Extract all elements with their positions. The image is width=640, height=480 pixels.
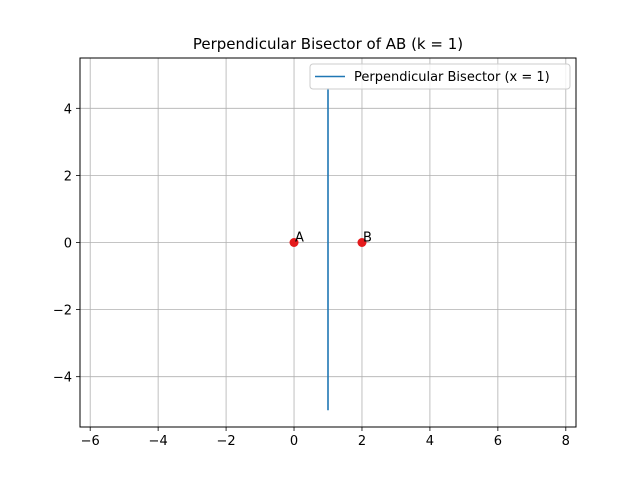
x-tick-label: 6: [494, 434, 502, 449]
x-tick-label: 8: [562, 434, 570, 449]
x-tick-label: 2: [358, 434, 366, 449]
legend: Perpendicular Bisector (x = 1): [309, 63, 571, 90]
point-label-a: A: [295, 231, 304, 246]
x-tick-label: −6: [81, 434, 100, 449]
y-axis-ticks: −4 −2 0 2 4: [53, 102, 80, 386]
legend-box: [309, 63, 571, 90]
y-tick-label: −4: [53, 371, 72, 386]
x-tick-label: 4: [426, 434, 434, 449]
y-tick-label: 2: [64, 169, 72, 184]
x-tick-label: −2: [216, 434, 235, 449]
x-tick-label: 0: [290, 434, 298, 449]
legend-entry-label: Perpendicular Bisector (x = 1): [354, 70, 550, 85]
point-label-b: B: [363, 231, 372, 246]
x-axis-ticks: −6 −4 −2 0 2 4 6 8: [81, 427, 570, 449]
point-b: [357, 238, 367, 247]
y-tick-label: 4: [64, 102, 72, 117]
y-tick-label: 0: [64, 237, 72, 252]
plot-frame: [79, 57, 577, 428]
x-tick-label: −4: [149, 434, 168, 449]
point-a: [289, 238, 299, 247]
chart-title: Perpendicular Bisector of AB (k = 1): [193, 35, 463, 53]
y-tick-label: −2: [53, 304, 72, 319]
